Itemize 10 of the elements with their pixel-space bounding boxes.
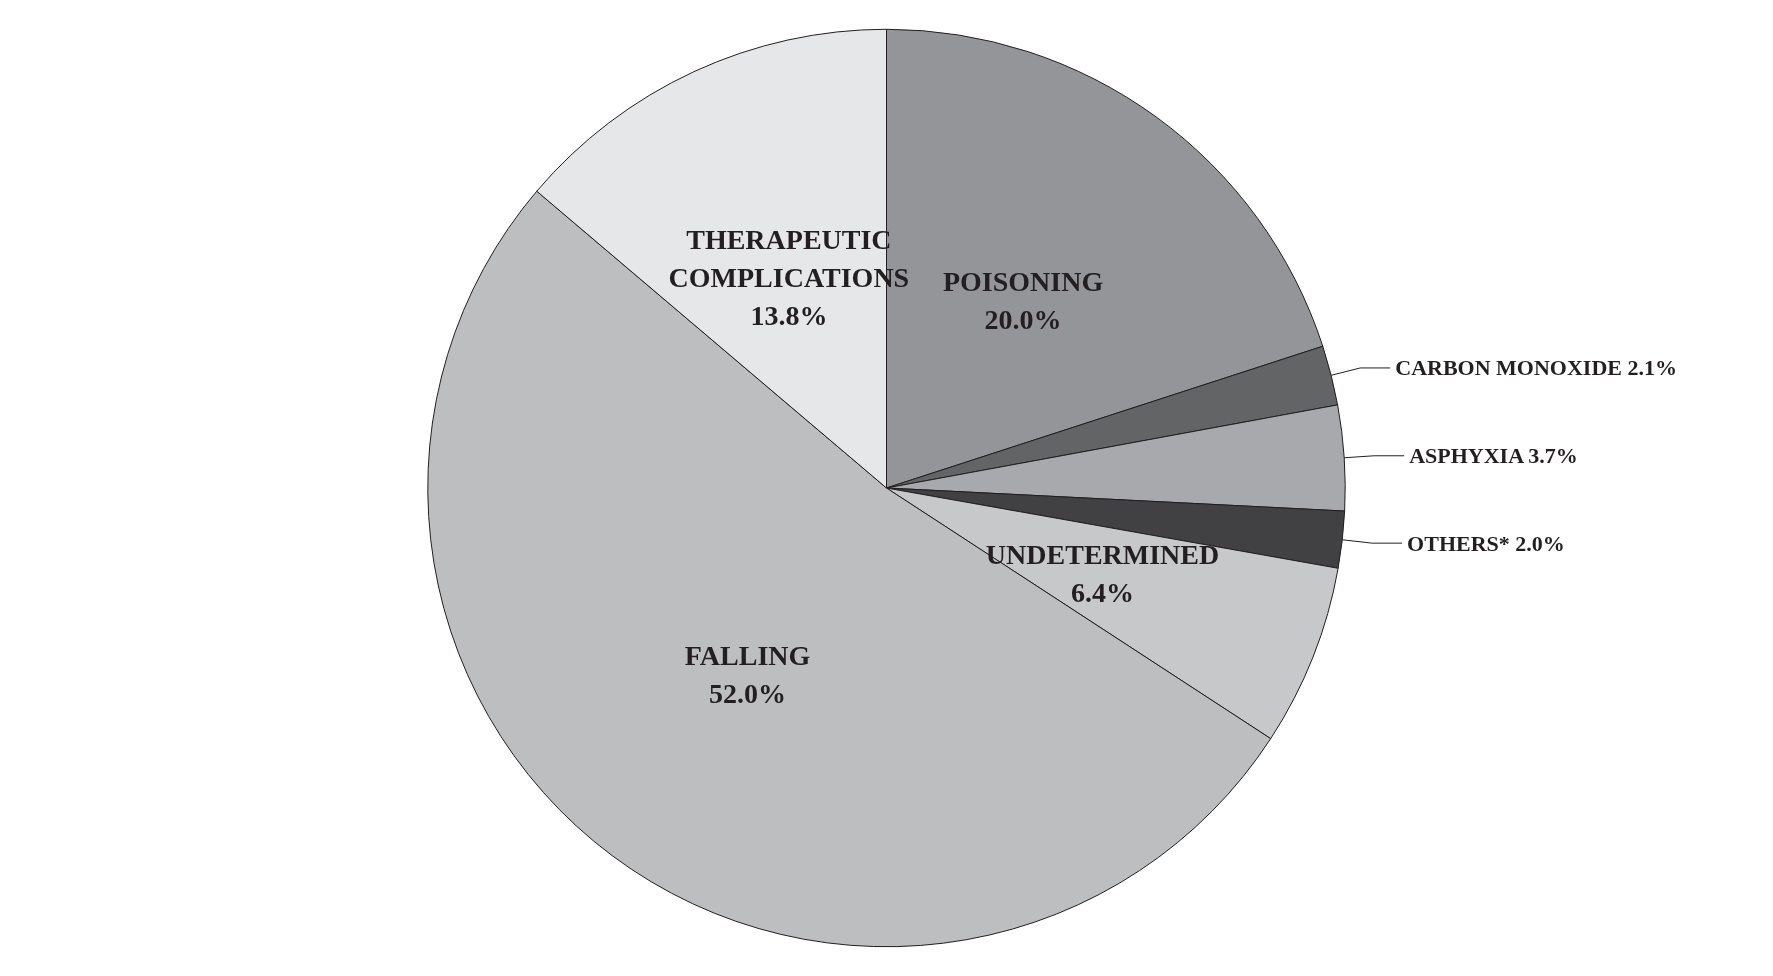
slice-label: FALLING <box>684 639 811 671</box>
slice-label: OTHERS* 2.0% <box>1407 530 1565 556</box>
data-label: 6.4% <box>1071 577 1135 609</box>
slice-label: CARBON MONOXIDE 2.1% <box>1395 355 1677 381</box>
data-label: 20.0% <box>984 303 1062 335</box>
slice-label: UNDETERMINED <box>985 539 1220 571</box>
data-label: 13.8% <box>750 299 828 331</box>
slice-label: POISONING <box>942 265 1104 297</box>
slice-label: ASPHYXIA 3.7% <box>1409 443 1578 469</box>
data-label: 52.0% <box>709 677 787 709</box>
